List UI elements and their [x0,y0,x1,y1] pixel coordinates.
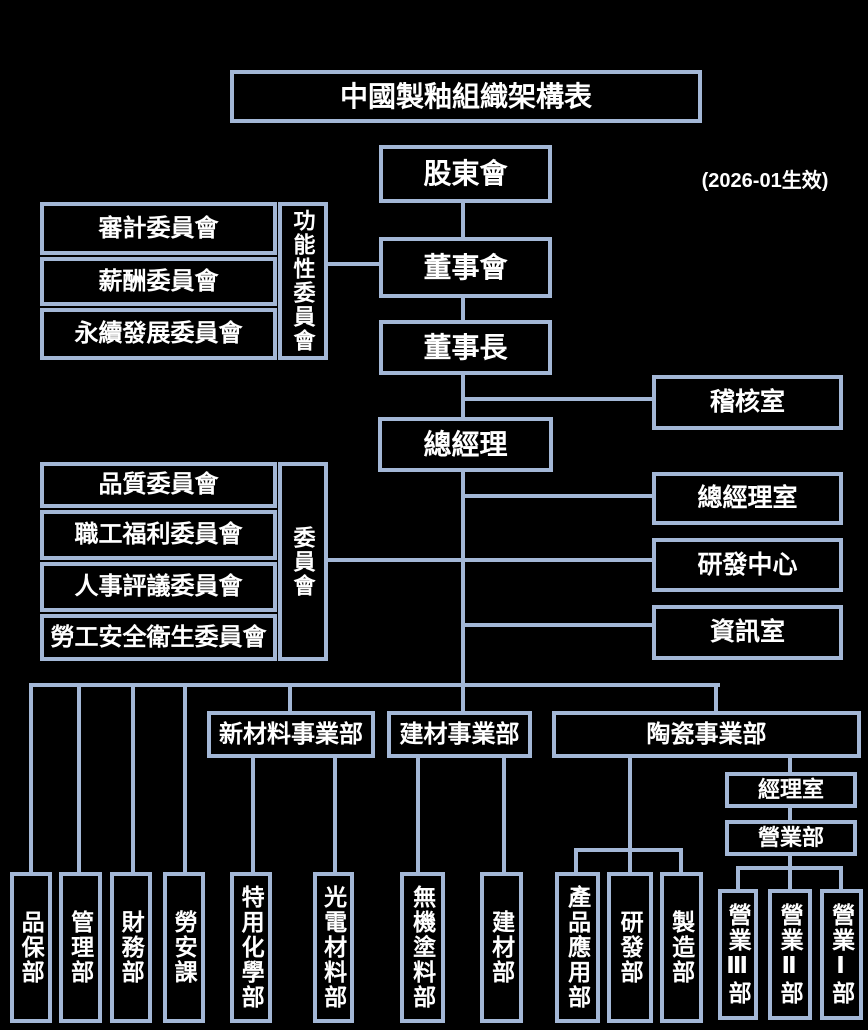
connector-line [77,683,81,874]
node-specialty-chemicals-dept: 特用化學部 [230,872,272,1023]
connector-line [788,756,792,774]
connector-line [461,470,465,713]
connector-line [183,683,187,874]
connector-line [839,866,843,891]
node-new-materials-division: 新材料事業部 [207,711,375,758]
node-optoelectronic-materials-dept: 光電材料部 [313,872,354,1023]
node-sales-dept-3: 營業Ⅲ部 [718,889,758,1020]
connector-line [461,203,465,237]
node-admin-dept: 管理部 [59,872,102,1023]
connector-line [461,494,652,498]
node-sales-department: 營業部 [725,820,857,856]
connector-line [574,848,683,852]
node-chairman: 董事長 [379,320,552,375]
node-quality-committee: 品質委員會 [40,462,277,508]
effective-date-note: (2026-01生效) [701,170,829,192]
group-label-functional-committees: 功能性委員會 [278,202,328,360]
connector-line [461,373,465,418]
chart-title: 中國製釉組織架構表 [230,70,702,123]
node-labor-safety-section: 勞安課 [163,872,205,1023]
connector-line [461,296,465,320]
connector-line [251,756,255,874]
connector-line [714,683,718,713]
group-label-committees: 委員會 [278,462,328,661]
connector-line [461,397,652,401]
node-audit-office: 稽核室 [652,375,843,430]
node-manufacturing-dept: 製造部 [660,872,703,1023]
connector-line [788,806,792,822]
connector-line [131,683,135,874]
connector-line [502,756,506,874]
connector-line [628,756,632,874]
node-rd-dept: 研發部 [607,872,653,1023]
node-employee-welfare-committee: 職工福利委員會 [40,510,277,560]
connector-line [736,866,740,891]
connector-line [29,683,720,687]
node-compensation-committee: 薪酬委員會 [40,257,277,306]
node-sales-dept-2: 營業Ⅱ部 [768,889,812,1020]
node-manager-office: 經理室 [725,772,857,808]
connector-line [574,848,578,874]
node-board-of-directors: 董事會 [379,237,552,298]
node-audit-committee: 審計委員會 [40,202,277,255]
connector-line [679,848,683,874]
connector-line [416,756,420,874]
connector-line [288,683,292,713]
node-sales-dept-1: 營業Ⅰ部 [820,889,863,1020]
connector-line [333,756,337,874]
connector-line [788,854,792,891]
node-inorganic-coatings-dept: 無機塗料部 [400,872,445,1023]
connector-line [328,262,379,266]
node-sustainability-committee: 永續發展委員會 [40,308,277,360]
node-finance-dept: 財務部 [110,872,152,1023]
node-building-materials-division: 建材事業部 [387,711,532,758]
node-rd-center: 研發中心 [652,538,843,592]
connector-line [29,683,33,874]
connector-line [328,558,652,562]
node-ceramics-division: 陶瓷事業部 [552,711,861,758]
node-gm-office: 總經理室 [652,472,843,525]
node-personnel-review-committee: 人事評議委員會 [40,562,277,612]
node-labor-safety-health-committee: 勞工安全衛生委員會 [40,614,277,661]
connector-line [736,866,843,870]
node-qa-dept: 品保部 [10,872,52,1023]
node-general-manager: 總經理 [378,417,553,472]
node-shareholders-meeting: 股東會 [379,145,552,203]
node-building-materials-dept: 建材部 [480,872,523,1023]
connector-line [461,623,652,627]
node-info-office: 資訊室 [652,605,843,660]
node-product-application-dept: 產品應用部 [555,872,600,1023]
